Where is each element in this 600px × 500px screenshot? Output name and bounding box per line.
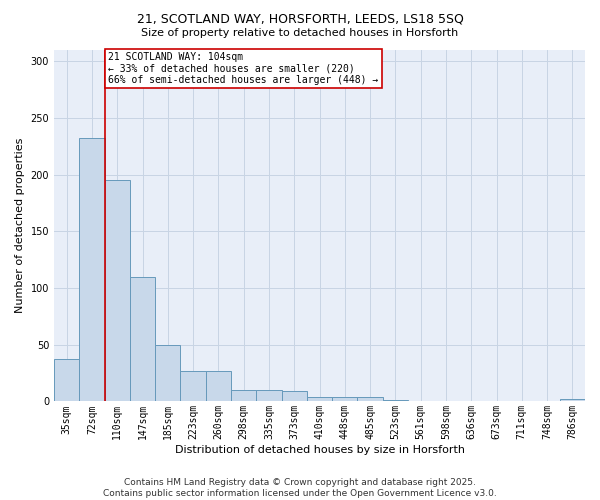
Bar — [383, 400, 408, 402]
Bar — [332, 397, 358, 402]
Text: 21 SCOTLAND WAY: 104sqm
← 33% of detached houses are smaller (220)
66% of semi-d: 21 SCOTLAND WAY: 104sqm ← 33% of detache… — [109, 52, 379, 86]
Bar — [130, 276, 155, 402]
Bar — [155, 344, 181, 402]
Bar — [256, 390, 281, 402]
Bar — [181, 371, 206, 402]
Bar — [54, 360, 79, 402]
Bar — [281, 391, 307, 402]
Text: 21, SCOTLAND WAY, HORSFORTH, LEEDS, LS18 5SQ: 21, SCOTLAND WAY, HORSFORTH, LEEDS, LS18… — [137, 12, 463, 26]
Text: Size of property relative to detached houses in Horsforth: Size of property relative to detached ho… — [142, 28, 458, 38]
Bar — [79, 138, 104, 402]
Text: Contains HM Land Registry data © Crown copyright and database right 2025.
Contai: Contains HM Land Registry data © Crown c… — [103, 478, 497, 498]
Y-axis label: Number of detached properties: Number of detached properties — [15, 138, 25, 314]
Bar — [560, 399, 585, 402]
Bar — [307, 397, 332, 402]
Bar — [206, 371, 231, 402]
Bar — [104, 180, 130, 402]
X-axis label: Distribution of detached houses by size in Horsforth: Distribution of detached houses by size … — [175, 445, 464, 455]
Bar — [358, 397, 383, 402]
Bar — [231, 390, 256, 402]
